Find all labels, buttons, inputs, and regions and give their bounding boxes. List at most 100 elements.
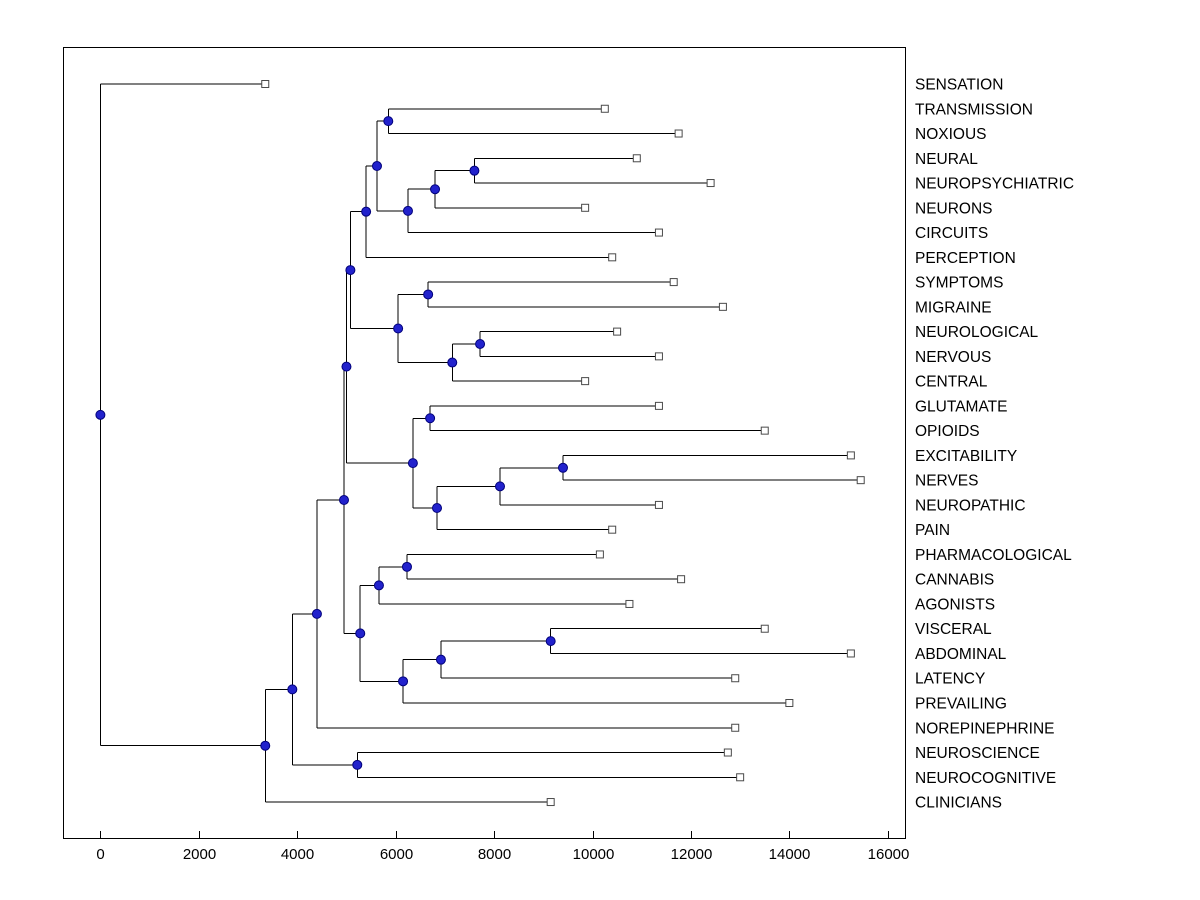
x-tick-label: 16000: [868, 846, 910, 863]
leaf-marker: [581, 203, 590, 212]
leaf-label: OPIOIDS: [915, 423, 980, 440]
leaf-label: GLUTAMATE: [915, 398, 1007, 415]
leaf-label: CIRCUITS: [915, 225, 988, 242]
branch-node-marker: [361, 206, 372, 217]
x-tick-label: 2000: [183, 846, 216, 863]
leaf-marker: [785, 699, 794, 707]
leaf-marker: [581, 377, 590, 386]
leaf-marker: [723, 748, 732, 757]
leaf-marker: [856, 476, 865, 485]
leaf-label: ABDOMINAL: [915, 646, 1007, 663]
branch-node-marker: [287, 684, 298, 695]
x-tick-label: 12000: [671, 846, 713, 863]
x-tick-label: 0: [96, 846, 104, 863]
leaf-marker: [608, 253, 617, 262]
branch-node-marker: [475, 338, 486, 349]
leaf-label: NOREPINEPHRINE: [915, 720, 1055, 737]
leaf-label: PHARMACOLOGICAL: [915, 547, 1072, 564]
branch-node-marker: [494, 481, 505, 492]
branch-node-marker: [383, 116, 394, 127]
leaf-label: NEUROPSYCHIATRIC: [915, 176, 1074, 193]
leaf-marker: [654, 352, 663, 361]
branch-node-marker: [260, 740, 271, 751]
leaf-marker: [625, 599, 634, 608]
leaf-marker: [654, 228, 663, 237]
leaf-marker: [718, 302, 727, 311]
leaf-label: PREVAILING: [915, 696, 1007, 713]
leaf-label: MIGRAINE: [915, 299, 992, 316]
branch-node-marker: [469, 165, 480, 176]
leaf-marker: [731, 674, 740, 683]
leaf-marker: [613, 327, 622, 336]
plot-border: [63, 47, 906, 839]
x-tick-label: 4000: [281, 846, 314, 863]
leaf-marker: [608, 525, 617, 534]
branch-node-marker: [407, 458, 418, 469]
branch-node-marker: [432, 503, 443, 514]
leaf-marker: [595, 550, 604, 559]
x-tick-label: 10000: [573, 846, 615, 863]
branch-node-marker: [430, 184, 441, 195]
branch-node-marker: [447, 357, 458, 368]
leaf-marker: [677, 575, 686, 584]
branch-node-marker: [345, 265, 356, 276]
leaf-marker: [846, 649, 855, 658]
leaf-label: SENSATION: [915, 77, 1003, 94]
leaf-marker: [669, 278, 678, 287]
leaf-label: AGONISTS: [915, 596, 995, 613]
leaf-marker: [736, 773, 745, 782]
leaf-marker: [261, 80, 270, 88]
branch-node-marker: [311, 608, 322, 619]
leaf-marker: [654, 401, 663, 410]
branch-node-marker: [557, 462, 568, 473]
branch-node-marker: [545, 636, 556, 647]
leaf-label: LATENCY: [915, 671, 985, 688]
leaf-marker: [632, 154, 641, 163]
leaf-label: CENTRAL: [915, 374, 988, 391]
leaf-label: TRANSMISSION: [915, 101, 1033, 118]
branch-node-marker: [393, 323, 404, 334]
leaf-marker: [674, 129, 683, 138]
branch-node-marker: [371, 161, 382, 172]
leaf-marker: [760, 624, 769, 633]
leaf-marker: [846, 451, 855, 460]
leaf-label: EXCITABILITY: [915, 448, 1017, 465]
leaf-label: CLINICIANS: [915, 795, 1002, 812]
leaf-marker: [546, 798, 555, 807]
leaf-label: NEUROSCIENCE: [915, 745, 1040, 762]
branch-node-marker: [402, 205, 413, 216]
branch-node-marker: [398, 676, 409, 687]
branch-node-marker: [425, 413, 436, 424]
leaf-marker: [654, 500, 663, 509]
x-tick-label: 8000: [478, 846, 511, 863]
leaf-label: NERVES: [915, 473, 978, 490]
leaf-label: SYMPTOMS: [915, 275, 1003, 292]
branch-node-marker: [338, 494, 349, 505]
leaf-label: NEURAL: [915, 151, 978, 168]
branch-node-marker: [423, 289, 434, 300]
leaf-marker: [600, 104, 609, 113]
leaf-label: PERCEPTION: [915, 250, 1016, 267]
leaf-marker: [731, 723, 740, 732]
leaf-label: PAIN: [915, 522, 950, 539]
x-tick-label: 14000: [769, 846, 811, 863]
branch-node-marker: [341, 361, 352, 372]
leaf-label: NERVOUS: [915, 349, 991, 366]
leaf-marker: [706, 179, 715, 188]
leaf-label: NEURONS: [915, 200, 993, 217]
leaf-label: CANNABIS: [915, 572, 994, 589]
branch-node-marker: [95, 409, 106, 420]
branch-node-marker: [355, 628, 366, 639]
branch-node-marker: [435, 654, 446, 665]
branch-node-marker: [373, 580, 384, 591]
x-tick-label: 6000: [380, 846, 413, 863]
leaf-marker: [760, 426, 769, 435]
leaf-label: NOXIOUS: [915, 126, 986, 143]
leaf-label: NEUROCOGNITIVE: [915, 770, 1056, 787]
leaf-label: NEUROPATHIC: [915, 497, 1026, 514]
leaf-label: VISCERAL: [915, 621, 992, 638]
branch-node-marker: [401, 561, 412, 572]
branch-node-marker: [352, 759, 363, 770]
